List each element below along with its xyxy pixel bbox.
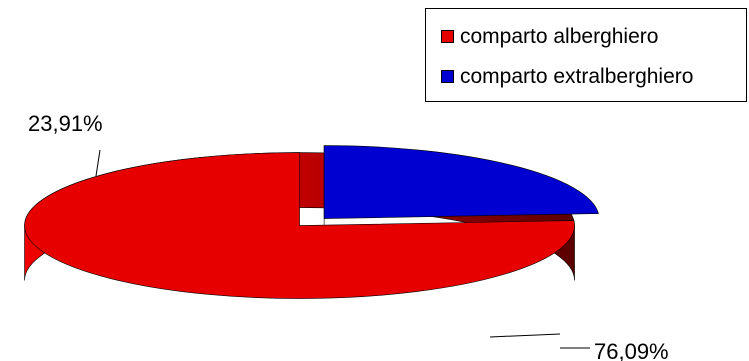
slice-top-extralberghiero <box>323 145 599 219</box>
legend: comparto alberghiero comparto extralberg… <box>425 8 747 102</box>
legend-label: comparto alberghiero <box>460 25 659 48</box>
leader-line-alberghiero <box>489 333 561 338</box>
leader-line-extralberghiero <box>95 149 101 177</box>
legend-item-alberghiero: comparto alberghiero <box>441 26 658 47</box>
legend-label: comparto extralberghiero <box>460 65 694 88</box>
data-label-alberghiero: 76,09% <box>594 339 669 361</box>
legend-swatch-red <box>441 30 454 43</box>
legend-item-extralberghiero: comparto extralberghiero <box>441 66 693 87</box>
data-label-extralberghiero: 23,91% <box>28 111 103 136</box>
slice-top-alberghiero <box>24 152 575 299</box>
legend-swatch-blue <box>441 70 454 83</box>
